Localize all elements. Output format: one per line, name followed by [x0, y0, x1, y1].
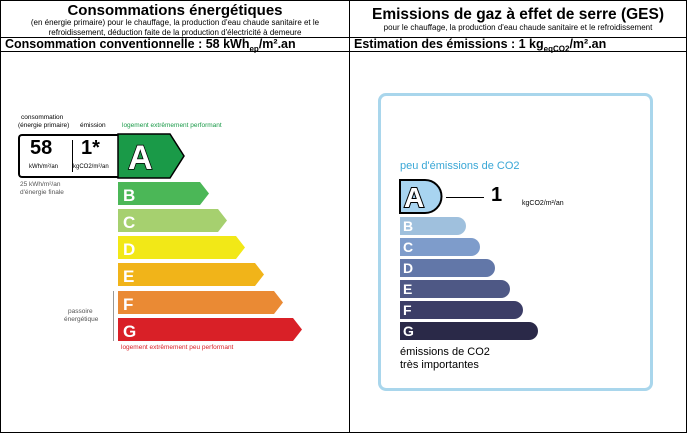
- ges-class-letter-a: A: [404, 182, 424, 213]
- energy-class-letter-a: A: [128, 139, 153, 177]
- energy-subtitle-1: (en énergie primaire) pour le chauffage,…: [30, 18, 320, 27]
- ges-class-bar-a: [399, 179, 443, 214]
- final-energy-2: d'énergie finale: [20, 189, 64, 196]
- ges-value: 1: [491, 184, 503, 206]
- emission-value: 1*: [81, 137, 100, 159]
- ges-class-letter-f: F: [403, 302, 412, 318]
- ges-class-bar-c: [400, 238, 480, 256]
- ges-pointer-line: [446, 197, 484, 198]
- ges-class-letter-g: G: [403, 323, 414, 339]
- ges-subtitle: pour le chauffage, la production d'eau c…: [383, 23, 653, 32]
- energy-class-letter-f: F: [123, 295, 133, 314]
- energy-value-box: 58 kWh/m²/an 1* kgCO2/m²/an: [18, 134, 118, 178]
- ges-summary-sub: eqCO2: [543, 44, 570, 54]
- ges-summary-text: Estimation des émissions : 1 kg: [354, 37, 544, 51]
- energy-title: Consommations énergétiques: [67, 2, 283, 19]
- energy-class-bar-c: [118, 209, 227, 232]
- ges-class-letter-d: D: [403, 260, 413, 276]
- ges-class-bar-g: [400, 322, 538, 340]
- ges-summary-suffix: /m².an: [569, 37, 607, 51]
- ges-top-label: peu d'émissions de CO2: [400, 160, 520, 172]
- ges-class-letter-e: E: [403, 281, 412, 297]
- passoire-1: passoire: [68, 308, 93, 315]
- ges-title: Emissions de gaz à effet de serre (GES): [371, 6, 665, 23]
- ges-bottom-label-2: très importantes: [400, 359, 479, 371]
- energy-class-letter-e: E: [123, 267, 134, 286]
- ges-bottom-label-1: émissions de CO2: [400, 346, 490, 358]
- ges-class-letter-c: C: [403, 239, 413, 255]
- final-energy-1: 25 kWh/m²/an: [20, 181, 61, 188]
- energy-class-letter-c: C: [123, 213, 135, 232]
- ges-class-bar-f: [400, 301, 523, 319]
- ges-class-bar-e: [400, 280, 510, 298]
- ges-class-bar-b: [400, 217, 466, 235]
- energy-class-letter-b: B: [123, 186, 135, 205]
- emission-unit: kgCO2/m²/an: [73, 164, 109, 170]
- ges-frame: [378, 93, 653, 391]
- energy-class-letter-g: G: [123, 322, 136, 341]
- energy-summary-sub: ep: [249, 44, 259, 54]
- ges-class-bar-d: [400, 259, 495, 277]
- energy-class-bar-g: [118, 318, 302, 341]
- energy-bottom-label: logement extrêmement peu performant: [121, 344, 234, 351]
- energy-top-label: logement extrêmement performant: [122, 122, 222, 129]
- energy-class-letter-d: D: [123, 240, 135, 259]
- passoire-2: énergétique: [64, 316, 99, 323]
- energy-class-bar-a: [117, 133, 185, 179]
- energy-summary-text: Consommation conventionnelle : 58 kWh: [5, 37, 250, 51]
- energy-class-bar-d: [118, 236, 245, 259]
- energy-summary-suffix: /m².an: [258, 37, 296, 51]
- consumption-value: 58: [30, 137, 53, 159]
- col-consumption-label-2: (énergie primaire): [18, 122, 70, 129]
- energy-class-bar-f: [118, 291, 283, 314]
- consumption-unit: kWh/m²/an: [29, 164, 59, 170]
- energy-class-bar-e: [118, 263, 264, 286]
- col-consumption-label: consommation: [21, 114, 64, 121]
- col-emission-label: émission: [80, 122, 106, 129]
- energy-class-bar-b: [118, 182, 209, 205]
- ges-unit: kgCO2/m²/an: [522, 200, 564, 207]
- ges-class-letter-b: B: [403, 218, 413, 234]
- energy-subtitle-2: refroidissement, déduction faite de la p…: [48, 28, 302, 37]
- passoire-bracket: [113, 291, 114, 341]
- divider: [72, 140, 73, 172]
